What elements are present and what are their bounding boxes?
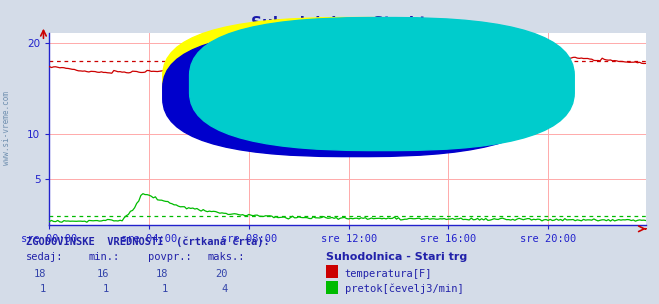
Text: www.si-vreme.com: www.si-vreme.com — [239, 127, 462, 147]
Text: min.:: min.: — [89, 252, 120, 262]
Text: 1: 1 — [103, 285, 109, 295]
Text: sedaj:: sedaj: — [26, 252, 64, 262]
Text: ZGODOVINSKE  VREDNOSTI  (črtkana črta):: ZGODOVINSKE VREDNOSTI (črtkana črta): — [26, 236, 270, 247]
Text: 1: 1 — [40, 285, 46, 295]
Text: maks.:: maks.: — [208, 252, 245, 262]
Title: Suhodolnica - Stari trg: Suhodolnica - Stari trg — [250, 16, 445, 31]
FancyBboxPatch shape — [190, 18, 574, 150]
Text: 18: 18 — [156, 269, 168, 279]
Text: temperatura[F]: temperatura[F] — [345, 269, 432, 279]
Text: 4: 4 — [221, 285, 227, 295]
Text: 16: 16 — [96, 269, 109, 279]
Text: 20: 20 — [215, 269, 227, 279]
FancyBboxPatch shape — [163, 29, 548, 157]
Text: 18: 18 — [34, 269, 46, 279]
Text: pretok[čevelj3/min]: pretok[čevelj3/min] — [345, 284, 463, 295]
Text: 1: 1 — [162, 285, 168, 295]
FancyBboxPatch shape — [163, 18, 548, 144]
Text: www.si-vreme.com: www.si-vreme.com — [2, 91, 11, 165]
Text: Suhodolnica - Stari trg: Suhodolnica - Stari trg — [326, 252, 467, 262]
Text: povpr.:: povpr.: — [148, 252, 192, 262]
